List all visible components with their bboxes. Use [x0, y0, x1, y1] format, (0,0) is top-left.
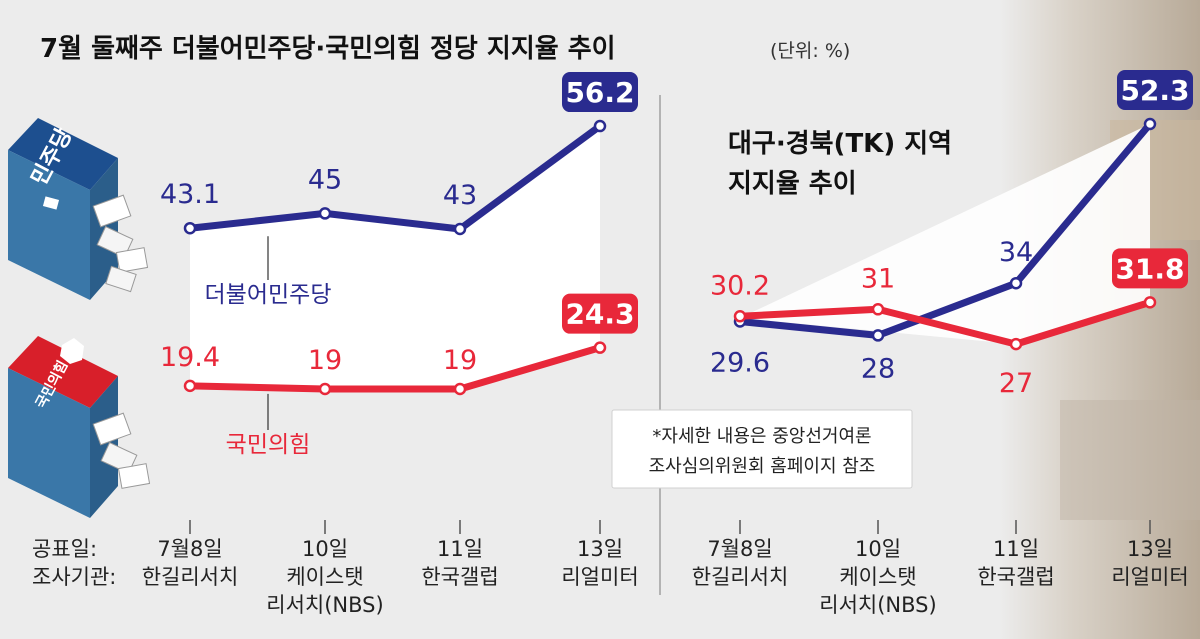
series-name-democratic: 더불어민주당 [205, 282, 332, 308]
data-label: 19 [443, 345, 477, 376]
category-label: 한국갤럽 [421, 565, 498, 589]
data-label: 52.3 [1120, 74, 1189, 107]
category-label: 11일 [437, 537, 483, 561]
data-point [453, 382, 467, 396]
series-line-democratic [736, 120, 1154, 339]
category-label: 케이스탯 [286, 565, 363, 589]
data-point [1009, 276, 1023, 290]
note-line-1: *자세한 내용은 중앙선거여론 [652, 426, 871, 447]
category-label: 11일 [993, 537, 1039, 561]
data-label: 29.6 [710, 347, 770, 378]
data-point [453, 222, 467, 236]
data-label-box [1117, 69, 1193, 110]
category-label: 10일 [855, 537, 901, 561]
data-point [1143, 296, 1157, 309]
data-label: 43 [443, 180, 477, 211]
category-label: 7월8일 [707, 537, 772, 561]
ppp-ballot-box-logo: 국민의힘 [8, 336, 151, 518]
tk-chart-title-line2: 지지율 추이 [728, 169, 857, 199]
data-point [733, 310, 747, 323]
data-label: 30.2 [710, 270, 770, 301]
row-label-date: 공표일: [32, 537, 97, 561]
category-label: 13일 [577, 537, 623, 561]
note-box: *자세한 내용은 중앙선거여론 조사심의위원회 홈페이지 참조 [611, 409, 913, 489]
series-line-democratic [186, 122, 604, 233]
data-label-box [562, 72, 638, 113]
data-label: 19 [308, 345, 342, 376]
data-point [1009, 337, 1023, 351]
chart-title: 7월 둘째주 더불어민주당·국민의힘 정당 지지율 추이 [40, 34, 616, 64]
category-label: 13일 [1127, 537, 1173, 561]
data-label: 28 [861, 353, 895, 384]
data-point [183, 221, 197, 235]
data-label: 19.4 [160, 342, 220, 373]
category-label: 한길리서치 [692, 565, 789, 589]
data-point [318, 382, 332, 396]
series-line-ppp [736, 298, 1154, 348]
democratic-ballot-box-logo: 민주당 [8, 118, 149, 300]
data-label: 31.8 [1115, 252, 1184, 285]
series-line-ppp [186, 344, 604, 393]
data-label: 24.3 [565, 298, 634, 331]
data-point [1143, 117, 1157, 131]
data-label: 34 [999, 237, 1033, 268]
data-label-box [1112, 248, 1188, 289]
row-label-pollster: 조사기관: [32, 565, 116, 589]
unit-label: (단위: %) [770, 40, 850, 62]
category-label: 한국갤럽 [977, 565, 1054, 589]
data-label: 56.2 [565, 76, 634, 109]
note-line-2: 조사심의위원회 홈페이지 참조 [649, 456, 876, 477]
data-point [593, 341, 607, 354]
series-name-ppp: 국민의힘 [226, 432, 311, 458]
data-point [593, 119, 607, 133]
data-point [871, 329, 885, 342]
category-label: 케이스탯 [839, 565, 916, 589]
data-point [183, 379, 197, 393]
tick-layer [189, 520, 1151, 534]
category-label: 리서치(NBS) [819, 593, 936, 617]
category-label: 7월8일 [157, 537, 222, 561]
category-label: 리얼미터 [561, 565, 638, 589]
area-between-series [190, 126, 600, 389]
data-point [871, 303, 885, 316]
category-label: 리서치(NBS) [266, 593, 383, 617]
data-label-box [562, 293, 638, 334]
data-point [318, 207, 332, 220]
area-between-series [740, 123, 1150, 345]
line-layer [183, 117, 1157, 396]
data-label: 27 [999, 368, 1033, 399]
fill-layer [190, 123, 1150, 389]
category-label: 한길리서치 [142, 565, 239, 589]
category-label: 리얼미터 [1111, 565, 1188, 589]
data-label: 43.1 [160, 179, 220, 210]
tk-chart-title-line1: 대구·경북(TK) 지역 [728, 129, 952, 159]
shop-clothes-shape [1060, 400, 1200, 520]
category-label: 10일 [302, 537, 348, 561]
data-label: 31 [861, 263, 895, 294]
data-label: 45 [308, 164, 342, 195]
